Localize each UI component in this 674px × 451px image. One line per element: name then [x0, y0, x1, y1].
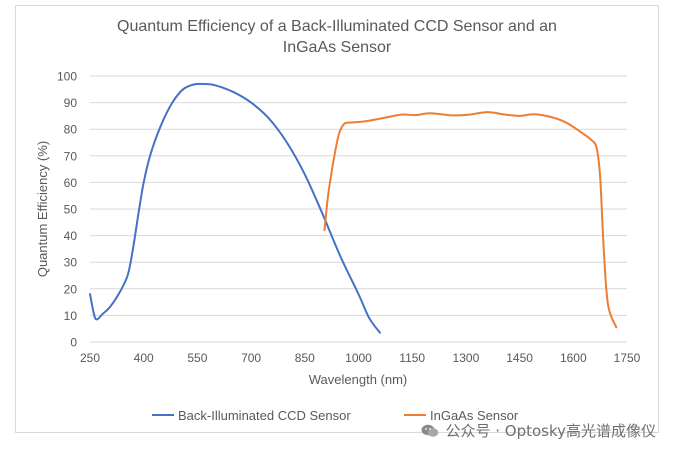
data-point	[338, 133, 340, 136]
data-point	[450, 114, 453, 116]
y-tick-label: 10	[64, 309, 78, 323]
data-point	[415, 114, 417, 116]
x-tick-labels: 250 400 550 700 850 1000 1150 1300 1450 1600 1750	[80, 351, 641, 365]
data-point	[379, 332, 381, 334]
series-line-2	[323, 111, 618, 329]
watermark-text: 公众号 · Optosky高光谱成像仪	[445, 422, 656, 440]
y-tick-label: 80	[64, 123, 78, 137]
chart-title-line-2: InGaAs Sensor	[282, 39, 392, 56]
y-tick-label: 40	[64, 229, 78, 243]
x-tick-label: 1150	[399, 351, 425, 365]
data-point	[343, 123, 345, 125]
data-point	[533, 113, 535, 115]
data-point	[286, 141, 288, 144]
data-point	[171, 102, 173, 104]
data-point	[304, 173, 306, 176]
data-point	[137, 213, 139, 215]
x-tick-label: 850	[295, 351, 315, 365]
data-point	[327, 195, 329, 197]
series-line-1	[89, 82, 381, 334]
x-axis-label: Wavelength (nm)	[309, 372, 408, 387]
data-point	[332, 160, 335, 162]
x-tick-label: 550	[187, 351, 207, 365]
x-tick-label: 400	[134, 351, 154, 365]
data-point	[232, 91, 234, 93]
data-point	[565, 121, 567, 124]
data-point	[468, 113, 471, 116]
legend-label-1: Back-Illuminated CCD Sensor	[178, 408, 351, 423]
y-tick-label: 0	[70, 336, 77, 350]
y-tick-labels: 0 10 20 30 40 50 60 70 80 90 100	[57, 70, 77, 350]
data-point	[323, 229, 326, 231]
data-point	[214, 84, 216, 86]
y-tick-label: 90	[64, 96, 78, 110]
data-point	[599, 176, 601, 178]
data-point	[322, 213, 324, 215]
gridlines	[90, 75, 627, 343]
data-point	[607, 304, 609, 306]
data-point	[519, 115, 521, 117]
y-tick-label: 30	[64, 256, 78, 270]
data-point	[126, 274, 129, 277]
y-tick-label: 60	[64, 176, 78, 190]
y-tick-label: 20	[64, 282, 78, 296]
data-point	[101, 313, 104, 315]
x-tick-label: 1300	[453, 351, 480, 365]
data-point	[132, 248, 134, 250]
data-point	[350, 121, 352, 124]
data-point	[193, 83, 195, 86]
x-tick-label: 1600	[560, 351, 587, 365]
wechat-icon	[421, 424, 439, 437]
data-point	[118, 293, 120, 295]
data-point	[268, 117, 270, 120]
data-point	[365, 120, 367, 122]
data-point	[504, 113, 506, 116]
data-point	[486, 111, 488, 113]
x-tick-label: 250	[80, 351, 100, 365]
data-point	[109, 306, 111, 309]
data-series	[89, 82, 618, 334]
data-point	[579, 131, 582, 133]
data-point	[595, 147, 598, 149]
data-point	[143, 181, 145, 183]
data-point	[93, 314, 95, 316]
legend-label-2: InGaAs Sensor	[430, 408, 519, 423]
data-point	[368, 317, 370, 319]
data-point	[96, 318, 98, 320]
x-tick-label: 1000	[345, 351, 372, 365]
data-point	[357, 293, 360, 295]
data-point	[150, 152, 152, 154]
data-point	[203, 83, 206, 85]
y-tick-label: 50	[64, 203, 78, 217]
x-tick-label: 700	[241, 351, 261, 365]
x-tick-label: 1450	[506, 351, 533, 365]
data-point	[400, 113, 403, 116]
legend: Back-Illuminated CCD Sensor InGaAs Sensor	[152, 408, 519, 423]
y-tick-label: 70	[64, 149, 78, 163]
data-point	[615, 326, 617, 328]
chart-title: Quantum Efficiency of a Back-Illuminated…	[15, 16, 659, 58]
y-axis-label: Quantum Efficiency (%)	[35, 141, 50, 277]
chart-title-line-1: Quantum Efficiency of a Back-Illuminated…	[117, 18, 557, 35]
data-point	[182, 88, 184, 90]
data-point	[250, 102, 252, 104]
data-point	[340, 256, 342, 258]
y-tick-label: 100	[57, 70, 77, 84]
watermark: 公众号 · Optosky高光谱成像仪	[421, 420, 656, 441]
data-point	[429, 112, 431, 114]
data-point	[590, 139, 592, 141]
data-point	[89, 293, 91, 295]
data-point	[603, 248, 605, 250]
data-point	[161, 123, 163, 125]
x-tick-label: 1750	[614, 351, 641, 365]
data-point	[386, 116, 388, 118]
data-point	[551, 116, 553, 118]
